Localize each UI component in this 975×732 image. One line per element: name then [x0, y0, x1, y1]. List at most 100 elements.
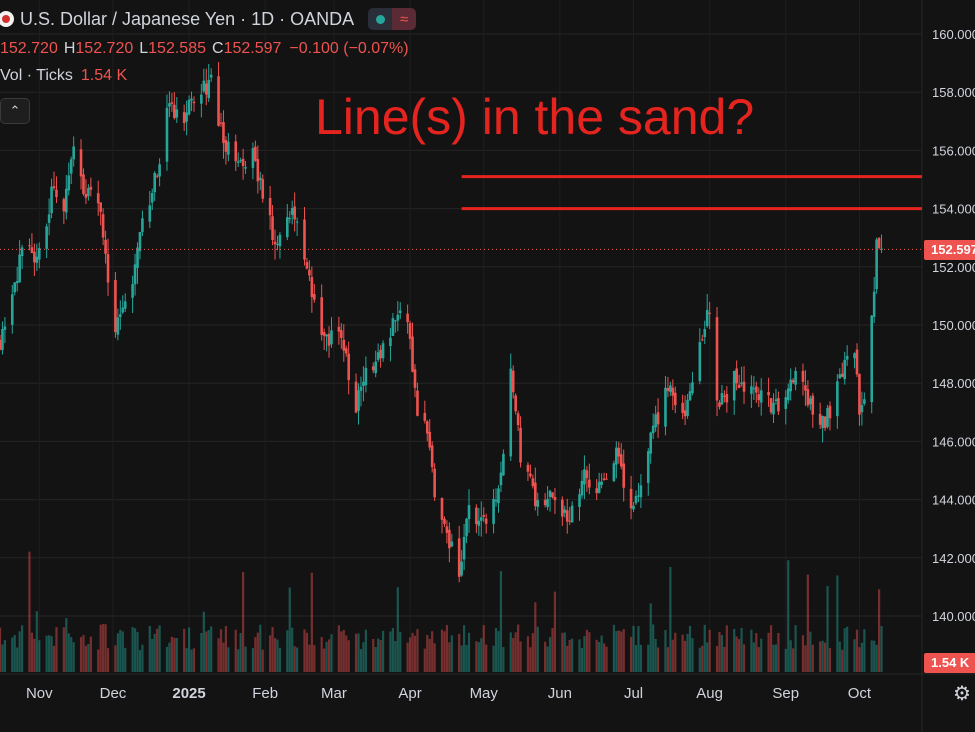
volume-legend: Vol · Ticks 1.54 K — [0, 67, 127, 85]
volume-bar — [141, 644, 144, 672]
volume-bar — [325, 641, 328, 672]
volume-bar — [735, 636, 738, 672]
candle-body — [767, 391, 770, 396]
volume-bar — [224, 625, 228, 672]
candle-body — [880, 248, 883, 250]
candle-body — [101, 214, 105, 238]
volume-bar — [396, 587, 399, 672]
candle-body — [55, 189, 58, 198]
candle-body — [772, 402, 775, 415]
candle-body — [777, 397, 780, 412]
candle-body — [602, 478, 606, 480]
x-tick-label: Oct — [848, 685, 872, 702]
candle-body — [190, 98, 193, 101]
candle-body — [222, 121, 225, 144]
candle-body — [239, 159, 242, 161]
candle-body — [182, 112, 186, 124]
volume-bar — [364, 629, 367, 672]
candle-body — [50, 186, 53, 214]
volume-bar — [106, 648, 110, 672]
volume-bar — [698, 647, 701, 672]
volume-bar — [480, 638, 483, 672]
gear-icon[interactable]: ⚙ — [953, 682, 971, 705]
volume-bar — [165, 646, 169, 672]
candle-body — [114, 279, 117, 333]
candle-body — [425, 421, 429, 434]
candle-body — [430, 445, 434, 468]
volume-value: 1.54 K — [80, 67, 128, 84]
volume-bar — [553, 591, 557, 672]
candle-body — [150, 193, 154, 203]
candle-body — [82, 174, 85, 195]
candle-body — [514, 395, 517, 412]
volume-bar — [826, 586, 829, 672]
volume-bar — [320, 636, 323, 672]
y-tick-label: 150.000 — [932, 318, 975, 333]
candle-body — [843, 359, 847, 380]
candle-body — [588, 479, 591, 488]
candle-body — [497, 488, 500, 504]
volume-bar — [133, 628, 137, 672]
candle-body — [855, 349, 859, 375]
symbol-title[interactable]: U.S. Dollar / Japanese Yen · 1D · OANDA — [20, 8, 355, 29]
candle-body — [376, 352, 380, 360]
volume-bar — [671, 639, 674, 672]
candle-body — [863, 399, 866, 404]
candle-body — [96, 193, 100, 204]
volume-bar — [838, 641, 841, 672]
volume-bar — [517, 624, 520, 672]
volume-bar — [652, 624, 655, 672]
volume-bar — [583, 636, 586, 672]
candle-body — [364, 367, 368, 386]
volume-bar — [187, 627, 191, 672]
volume-bar — [595, 639, 598, 672]
candle-body — [320, 297, 323, 335]
volume-bar — [30, 632, 34, 672]
volume-bar — [718, 631, 721, 672]
candle-body — [30, 247, 34, 254]
volume-bar — [612, 624, 615, 672]
candle-body — [104, 239, 107, 254]
candle-body — [13, 282, 17, 293]
candle-body — [37, 248, 41, 260]
candle-body — [158, 164, 161, 177]
candle-body — [450, 541, 454, 547]
candle-body — [578, 494, 581, 507]
volume-bar — [809, 631, 812, 672]
volume-bar — [752, 642, 755, 672]
low-label: L — [139, 40, 149, 57]
candle-body — [529, 473, 532, 477]
wave-icon[interactable]: ≈ — [392, 8, 417, 30]
volume-bar — [870, 640, 873, 672]
candle-body — [617, 447, 621, 457]
volume-bar — [327, 639, 331, 672]
candle-body — [750, 386, 753, 394]
candle-body — [740, 382, 743, 385]
candle-body — [133, 264, 137, 285]
collapse-legend-button[interactable]: ⌃ — [0, 98, 30, 124]
candle-body — [69, 159, 73, 174]
candle-body — [703, 328, 707, 337]
candle-body — [89, 186, 93, 190]
candle-body — [87, 188, 90, 197]
volume-bar — [777, 633, 780, 672]
volume-bar — [600, 635, 603, 672]
volume-bar — [853, 639, 856, 672]
candle-body — [192, 101, 196, 104]
candle-body — [462, 536, 466, 560]
candle-body — [651, 425, 655, 434]
candle-body — [256, 159, 260, 182]
y-tick-label: 152.000 — [932, 260, 975, 275]
last-price-tag: 152.597 — [924, 240, 975, 260]
volume-bar — [173, 637, 176, 672]
candle-body — [254, 146, 257, 161]
open-value: 152.720 — [0, 40, 58, 57]
volume-bar — [546, 646, 549, 672]
market-open-icon[interactable] — [368, 8, 393, 30]
candle-body — [3, 326, 7, 330]
candle-body — [691, 382, 694, 394]
volume-bar — [494, 628, 498, 672]
volume-bar — [323, 648, 326, 672]
candle-body — [742, 381, 746, 392]
